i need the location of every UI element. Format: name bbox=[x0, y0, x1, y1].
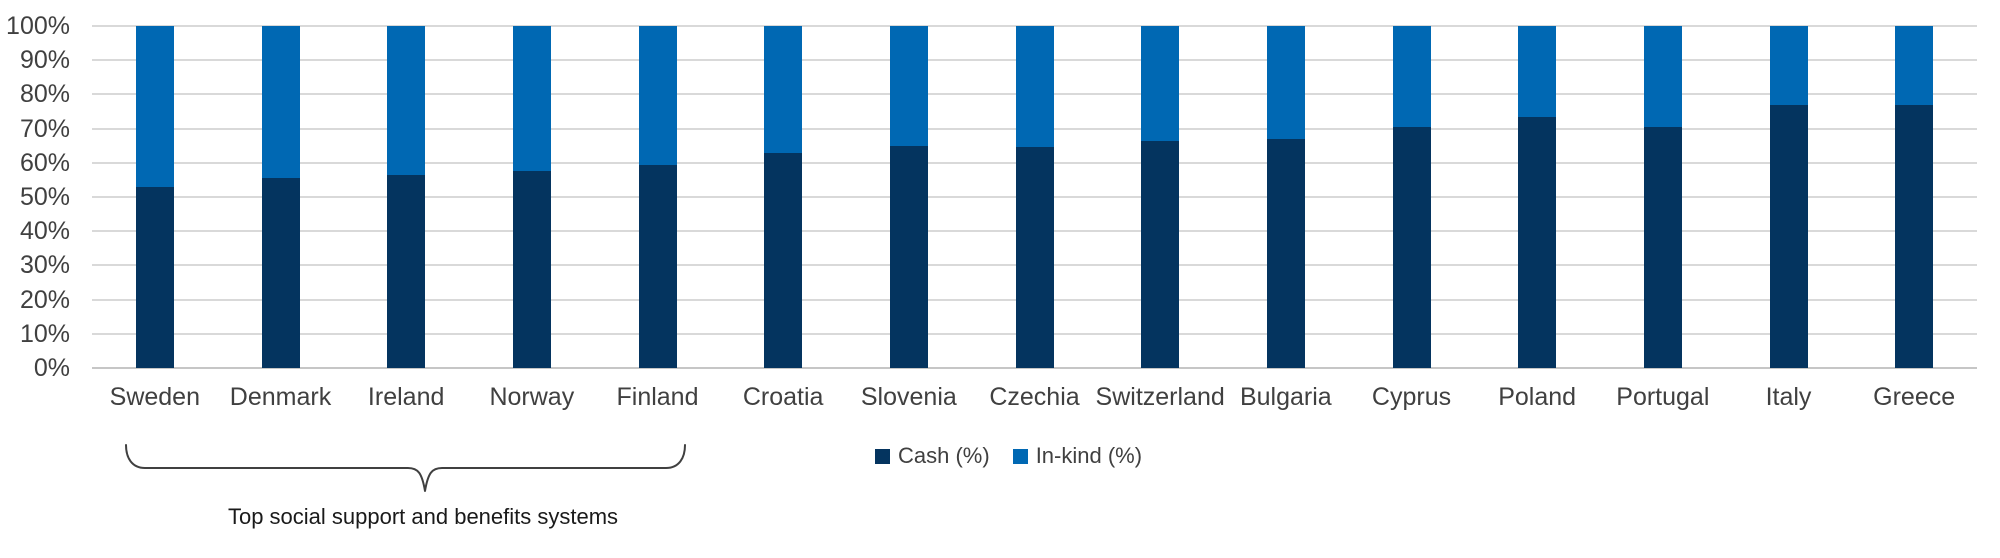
brace-path bbox=[125, 444, 686, 492]
x-axis-label-greece: Greece bbox=[1873, 383, 1956, 411]
bar-finland bbox=[638, 26, 677, 368]
bar-segment-ireland-cash bbox=[387, 174, 426, 368]
bar-portugal bbox=[1643, 26, 1682, 368]
legend-label-in-kind: In-kind (%) bbox=[1035, 443, 1143, 468]
bar-slovenia bbox=[889, 26, 928, 368]
x-axis-label-sweden: Sweden bbox=[109, 383, 201, 411]
plot-area: 0% 10% 20% 30% 40% 50% 60% 70% 80% 90% 100% Sweden D… bbox=[6, 12, 1977, 410]
x-axis-label-croatia: Croatia bbox=[742, 383, 824, 411]
bar-italy bbox=[1769, 26, 1808, 368]
x-axis-label-slovenia: Slovenia bbox=[860, 383, 957, 411]
legend: Cash (%) In-kind (%) bbox=[875, 443, 1142, 469]
x-axis-label-cyprus: Cyprus bbox=[1371, 383, 1452, 411]
bar-segment-portugal-cash bbox=[1643, 126, 1682, 368]
bar-segment-greece-in-kind bbox=[1895, 26, 1934, 105]
bar-segment-bulgaria-cash bbox=[1266, 138, 1305, 368]
brace-annotation: Top social support and benefits systems bbox=[227, 504, 619, 529]
bar-segment-denmark-in-kind bbox=[261, 26, 300, 179]
bar-czechia bbox=[1015, 26, 1054, 368]
bar-sweden bbox=[135, 26, 174, 368]
x-axis-label-czechia: Czechia bbox=[989, 383, 1080, 411]
bar-segment-italy-in-kind bbox=[1769, 26, 1808, 105]
x-axis-label-italy: Italy bbox=[1765, 383, 1812, 411]
bar-segment-sweden-in-kind bbox=[135, 26, 174, 187]
bar-segment-croatia-in-kind bbox=[764, 26, 803, 153]
x-axis-label-ireland: Ireland bbox=[367, 383, 445, 411]
y-axis-label-30%: 30% bbox=[19, 251, 70, 280]
x-axis-label-finland: Finland bbox=[616, 383, 699, 411]
bar-segment-slovenia-cash bbox=[889, 145, 928, 368]
bar-segment-finland-in-kind bbox=[638, 26, 677, 165]
y-axis-label-40%: 40% bbox=[19, 217, 70, 246]
legend-swatch-cash bbox=[875, 448, 890, 464]
y-axis-label-100%: 100% bbox=[6, 12, 70, 40]
y-axis-label-70%: 70% bbox=[19, 114, 70, 143]
x-axis-label-denmark: Denmark bbox=[229, 383, 332, 411]
x-axis-label-norway: Norway bbox=[489, 383, 575, 411]
bar-greece bbox=[1895, 26, 1934, 368]
bar-segment-switzerland-in-kind bbox=[1141, 26, 1180, 141]
bar-bulgaria bbox=[1266, 26, 1305, 368]
legend-swatch-in-kind bbox=[1012, 448, 1028, 464]
bar-croatia bbox=[764, 26, 803, 368]
bar-segment-denmark-cash bbox=[261, 178, 300, 368]
bar-denmark bbox=[261, 26, 300, 368]
bar-segment-bulgaria-in-kind bbox=[1266, 26, 1305, 139]
gridline-0% bbox=[92, 367, 1977, 369]
bar-segment-switzerland-cash bbox=[1141, 140, 1180, 368]
bar-cyprus bbox=[1392, 26, 1431, 368]
bar-segment-norway-in-kind bbox=[512, 26, 551, 172]
bar-segment-poland-cash bbox=[1518, 116, 1557, 368]
y-axis-label-60%: 60% bbox=[19, 148, 70, 177]
y-axis-label-90%: 90% bbox=[19, 46, 70, 75]
legend-item-in-kind: In-kind (%) bbox=[1012, 443, 1143, 469]
bar-segment-greece-cash bbox=[1895, 104, 1934, 368]
bar-segment-italy-cash bbox=[1769, 104, 1808, 368]
x-axis-label-portugal: Portugal bbox=[1616, 383, 1710, 411]
y-axis-label-80%: 80% bbox=[19, 80, 70, 109]
legend-label-cash: Cash (%) bbox=[898, 443, 990, 468]
bar-segment-croatia-cash bbox=[764, 152, 803, 368]
x-axis-label-switzerland: Switzerland bbox=[1095, 383, 1225, 411]
y-axis-label-20%: 20% bbox=[19, 285, 70, 314]
bar-segment-ireland-in-kind bbox=[387, 26, 426, 175]
bar-segment-cyprus-in-kind bbox=[1392, 26, 1431, 127]
bar-norway bbox=[512, 26, 551, 368]
bar-segment-cyprus-cash bbox=[1392, 126, 1431, 368]
bar-segment-sweden-cash bbox=[135, 186, 174, 368]
y-axis-label-0%: 0% bbox=[33, 354, 70, 382]
bar-segment-czechia-in-kind bbox=[1015, 26, 1054, 148]
bar-ireland bbox=[387, 26, 426, 368]
y-axis-label-50%: 50% bbox=[19, 183, 70, 211]
bar-switzerland bbox=[1141, 26, 1180, 368]
x-axis-label-poland: Poland bbox=[1498, 383, 1577, 411]
x-axis-label-bulgaria: Bulgaria bbox=[1239, 383, 1332, 411]
y-axis-label-10%: 10% bbox=[19, 319, 70, 348]
group-brace bbox=[125, 444, 686, 492]
bar-segment-czechia-cash bbox=[1015, 147, 1054, 368]
bar-segment-finland-cash bbox=[638, 164, 677, 368]
bar-segment-portugal-in-kind bbox=[1643, 26, 1682, 127]
bar-segment-poland-in-kind bbox=[1518, 26, 1557, 117]
bar-segment-norway-cash bbox=[512, 171, 551, 368]
gridline-100% bbox=[92, 25, 1977, 27]
bar-poland bbox=[1518, 26, 1557, 368]
bar-segment-slovenia-in-kind bbox=[889, 26, 928, 146]
legend-item-cash: Cash (%) bbox=[875, 443, 990, 469]
